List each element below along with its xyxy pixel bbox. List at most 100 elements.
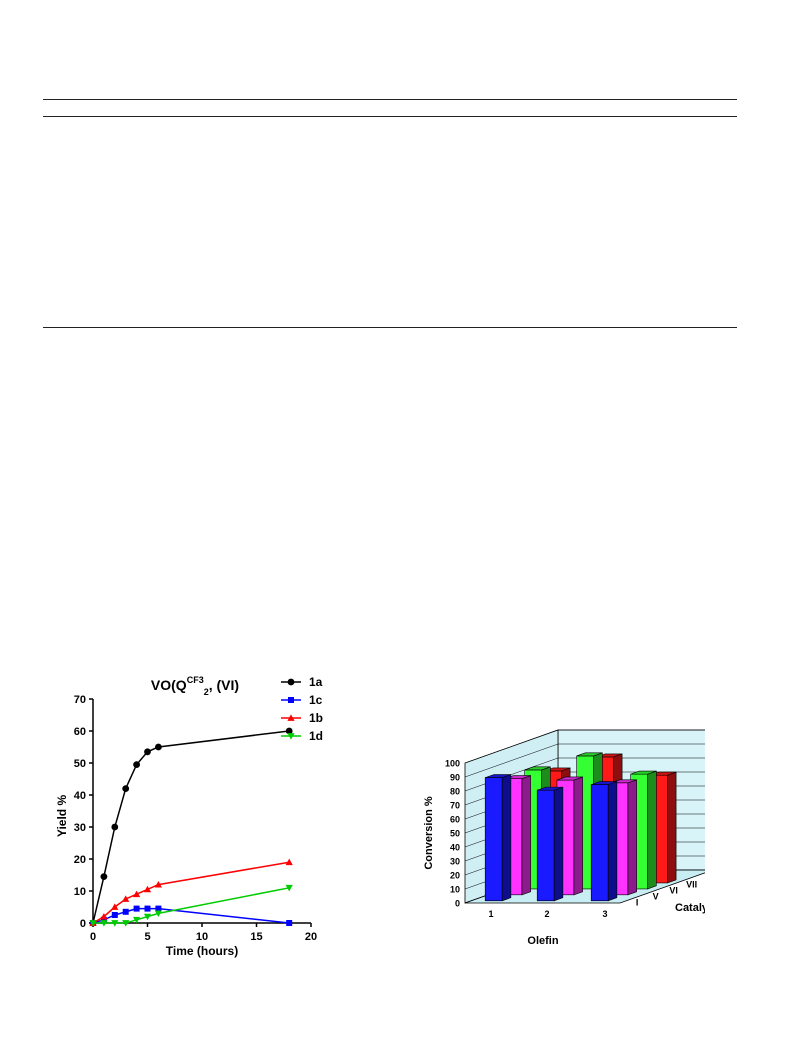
data-point-1c (100, 916, 107, 923)
bar-top (524, 766, 551, 771)
data-point-1c (111, 912, 118, 918)
bar-top (591, 781, 617, 785)
bar-front (484, 777, 503, 902)
legend-marker (287, 678, 295, 686)
legend-label: 1a (309, 675, 323, 689)
y-tick-label: 70 (450, 801, 460, 811)
data-point-1b (285, 858, 293, 866)
legend-label: 1b (309, 711, 323, 725)
bar-side (667, 771, 677, 884)
bar-front (590, 784, 609, 902)
z-tick-label: V (653, 892, 659, 902)
series-1b (89, 858, 293, 926)
y-axis-label: Conversion % (423, 796, 435, 870)
table-header-rule (43, 116, 737, 117)
y-tick-label: 20 (74, 854, 86, 866)
bar-top (556, 776, 583, 781)
data-point-1d (143, 913, 152, 921)
y-tick-label: 60 (450, 815, 460, 825)
conversion-3d-bar-chart: 0 10 20 30 40 50 60 70 80 90 100 1 2 3 I V VI VII Conver… (423, 729, 705, 947)
y-axis-label: Yield % (55, 795, 69, 838)
bar-side (501, 774, 512, 902)
data-point-1d (100, 920, 108, 927)
x-tick-label: 5 (144, 931, 150, 943)
y-tick-label: 40 (450, 843, 460, 853)
table-bottom-rule (43, 327, 737, 328)
x-tick-label: 10 (196, 931, 208, 943)
table-top-rule (43, 99, 737, 100)
data-point-1d (285, 884, 293, 892)
legend-label: 1d (309, 729, 323, 743)
y-tick-label: 90 (450, 773, 460, 783)
y-tick-label: 80 (450, 787, 460, 797)
data-point-1d (122, 920, 130, 927)
data-point-1b (100, 913, 108, 920)
bar-olefin3-catalyst-I (590, 781, 618, 902)
legend-entry-1a: 1a (281, 675, 323, 689)
data-point-1a (122, 785, 130, 792)
y-tick-label: 70 (74, 694, 86, 706)
z-tick-label: VII (686, 880, 697, 890)
y-tick-label: 10 (450, 885, 460, 895)
bar-olefin3-catalyst-VII (650, 771, 677, 884)
data-point-1d (89, 920, 97, 927)
x-tick-label: 0 (90, 931, 96, 943)
data-point-1a (111, 823, 119, 831)
bar-top (576, 752, 603, 757)
data-point-1c (286, 920, 293, 926)
data-point-1a (155, 743, 162, 751)
y-tick-label: 0 (455, 899, 460, 909)
legend-marker (287, 733, 295, 740)
data-point-1a (144, 748, 151, 756)
y-tick-label: 40 (74, 790, 86, 802)
z-tick-label: VI (669, 886, 678, 896)
bar-olefin2-catalyst-I (536, 786, 564, 902)
y-tick-label: 60 (74, 726, 86, 738)
series-line-1b (92, 861, 290, 924)
x-tick-label: 20 (305, 931, 317, 943)
data-point-1d (154, 910, 162, 917)
legend-entry-1c: 1c (281, 693, 323, 707)
data-point-1a (133, 761, 140, 768)
series-line-1c (92, 907, 290, 924)
y-tick-label: 10 (74, 886, 86, 898)
data-point-1b (143, 885, 152, 893)
bar-side (627, 779, 637, 896)
data-point-1b (122, 895, 130, 902)
bar-top (630, 770, 657, 775)
data-point-1b (154, 881, 162, 888)
bar-side (573, 776, 583, 896)
bar-side (607, 781, 618, 902)
y-tick-label: 100 (445, 759, 460, 769)
x-tick-label: 1 (488, 909, 493, 919)
series-1a (89, 727, 293, 927)
z-tick-label: I (636, 897, 639, 907)
y-tick-label: 20 (450, 871, 460, 881)
y-tick-label: 0 (80, 918, 86, 930)
data-point-1a (100, 873, 108, 880)
y-tick-label: 30 (74, 822, 86, 834)
data-point-1b (133, 890, 141, 898)
bar-side (553, 786, 564, 902)
legend-marker (287, 714, 295, 721)
bar-front (536, 789, 555, 902)
data-point-1c (155, 905, 162, 912)
x-tick-label: 3 (602, 909, 607, 919)
legend-entry-1d: 1d (281, 729, 323, 743)
bar-top (610, 779, 637, 784)
bar-top (537, 786, 563, 791)
legend-entry-1b: 1b (281, 711, 323, 725)
legend-marker (288, 697, 294, 703)
data-point-1d (133, 916, 141, 924)
x-axis-label: Olefin (527, 935, 558, 947)
data-point-1c (133, 905, 140, 912)
bar-side (647, 770, 657, 890)
bar-olefin1-catalyst-I (484, 774, 512, 902)
bar-top (485, 774, 511, 778)
yield-line-chart: VO(QCF32, (VI) 0 10 20 30 40 50 60 70 0 5 10 15 20 1… (55, 675, 323, 958)
series-line-1d (93, 887, 290, 924)
series-1d (89, 884, 293, 927)
y-tick-label: 30 (450, 857, 460, 867)
data-point-1c (122, 908, 129, 915)
x-axis-label: Time (hours) (166, 944, 238, 958)
